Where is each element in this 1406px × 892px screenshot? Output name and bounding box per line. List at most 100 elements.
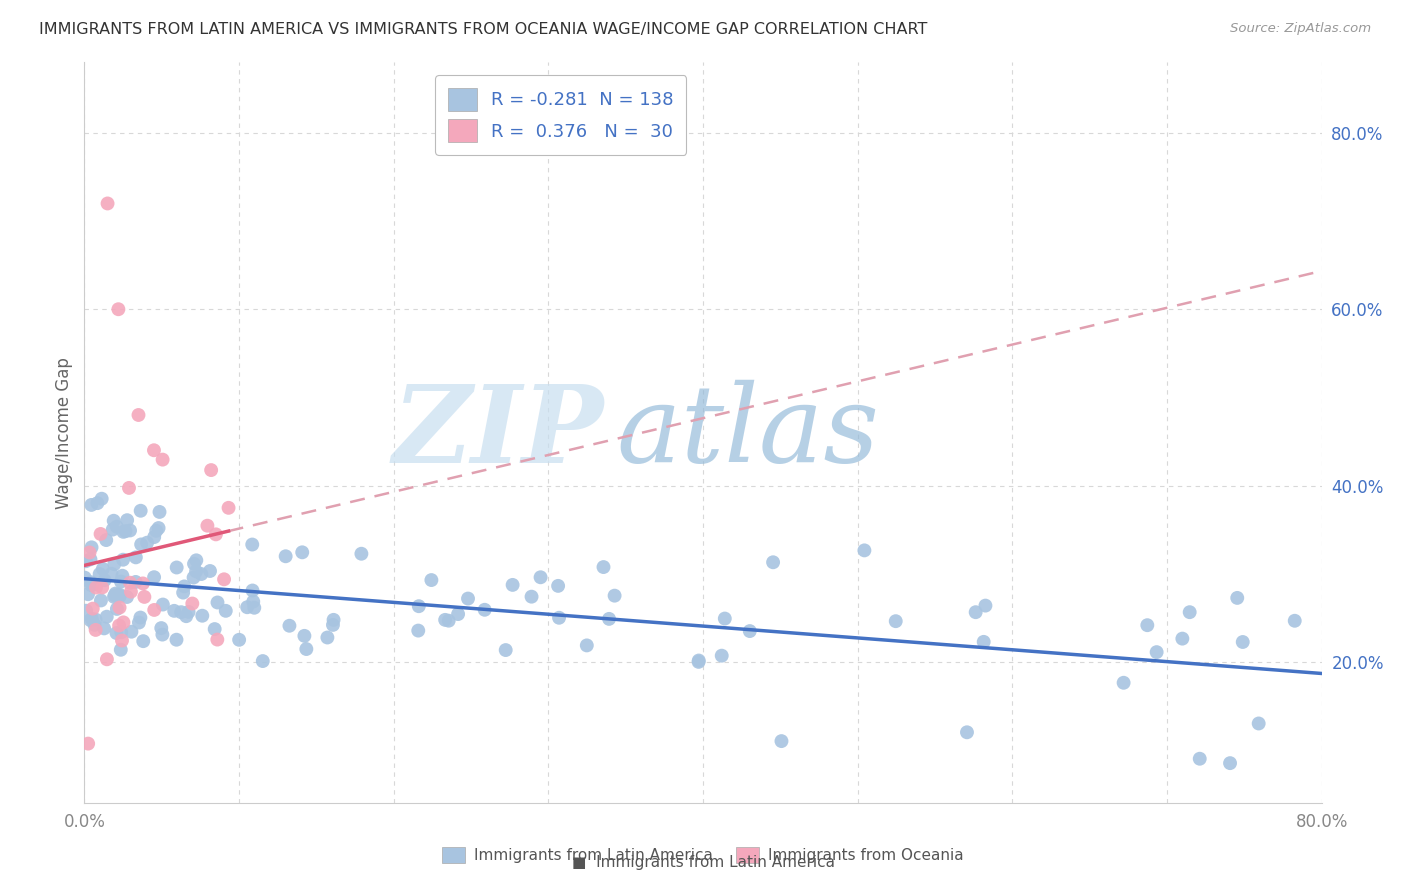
Point: [956, 725, 979, 739]
Point: [77, 737, 100, 751]
Point: [152, 598, 174, 612]
Point: [105, 519, 128, 533]
Point: [120, 584, 142, 599]
Point: [529, 570, 551, 584]
Point: [80, 541, 103, 555]
Point: [105, 626, 128, 640]
Point: [108, 589, 131, 603]
Point: [406, 624, 429, 638]
Point: [218, 500, 240, 515]
Point: [132, 576, 155, 591]
Point: [1232, 635, 1254, 649]
Point: [129, 610, 152, 624]
Point: [79, 613, 101, 627]
Point: [710, 648, 733, 663]
Point: [163, 604, 186, 618]
Point: [103, 590, 125, 604]
Point: [103, 558, 125, 572]
Point: [93, 621, 115, 635]
Point: [80, 578, 103, 592]
Point: [112, 524, 135, 539]
Point: [128, 615, 150, 630]
Point: [112, 615, 135, 630]
Point: [278, 619, 301, 633]
Point: [110, 625, 132, 640]
Point: [115, 513, 138, 527]
Point: [104, 589, 127, 603]
Point: [91, 581, 114, 595]
Point: [190, 567, 212, 582]
Point: [143, 603, 166, 617]
Point: [143, 570, 166, 584]
Point: [110, 642, 132, 657]
Point: [108, 618, 131, 632]
Point: [408, 599, 430, 614]
Point: [762, 555, 785, 569]
Point: [166, 560, 188, 574]
Point: [242, 594, 264, 608]
Point: [434, 613, 457, 627]
Point: [204, 622, 226, 636]
Point: [884, 614, 907, 628]
Point: [183, 570, 205, 584]
Point: [136, 535, 159, 549]
Text: atlas: atlas: [616, 380, 879, 485]
Point: [79, 545, 101, 559]
Point: [547, 579, 569, 593]
Point: [89, 567, 111, 582]
Point: [108, 587, 131, 601]
Point: [100, 566, 122, 581]
Point: [236, 600, 259, 615]
Point: [108, 600, 131, 615]
Point: [112, 552, 135, 566]
Point: [322, 613, 344, 627]
Point: [143, 443, 166, 458]
Point: [177, 605, 200, 619]
Point: [548, 611, 571, 625]
Point: [688, 654, 710, 668]
Point: [474, 603, 496, 617]
Point: [1112, 675, 1135, 690]
Point: [1284, 614, 1306, 628]
Point: [291, 545, 314, 559]
Point: [86, 496, 108, 510]
Point: [96, 196, 118, 211]
Point: [294, 629, 316, 643]
Point: [79, 552, 101, 566]
Point: [84, 581, 107, 595]
Point: [83, 617, 105, 632]
Point: [688, 655, 710, 669]
Point: [145, 524, 167, 538]
Point: [420, 573, 443, 587]
Point: [575, 639, 598, 653]
Point: [115, 590, 138, 604]
Point: [437, 614, 460, 628]
Point: [110, 574, 132, 589]
Point: [252, 654, 274, 668]
Point: [197, 518, 219, 533]
Point: [184, 564, 207, 578]
Point: [96, 609, 118, 624]
Point: [84, 613, 107, 627]
Point: [129, 537, 152, 551]
Point: [965, 605, 987, 619]
Point: [1178, 605, 1201, 619]
Point: [120, 624, 142, 639]
Point: [502, 578, 524, 592]
Y-axis label: Wage/Income Gap: Wage/Income Gap: [55, 357, 73, 508]
Point: [170, 605, 193, 619]
Point: [104, 586, 127, 600]
Point: [75, 604, 97, 618]
Point: [520, 590, 543, 604]
Point: [228, 632, 250, 647]
Point: [125, 550, 148, 565]
Point: [973, 635, 995, 649]
Point: [274, 549, 297, 564]
Point: [1188, 752, 1211, 766]
Point: [1226, 591, 1249, 605]
Point: [186, 553, 208, 567]
Point: [191, 608, 214, 623]
Point: [205, 527, 228, 541]
Point: [152, 452, 174, 467]
Point: [974, 599, 997, 613]
